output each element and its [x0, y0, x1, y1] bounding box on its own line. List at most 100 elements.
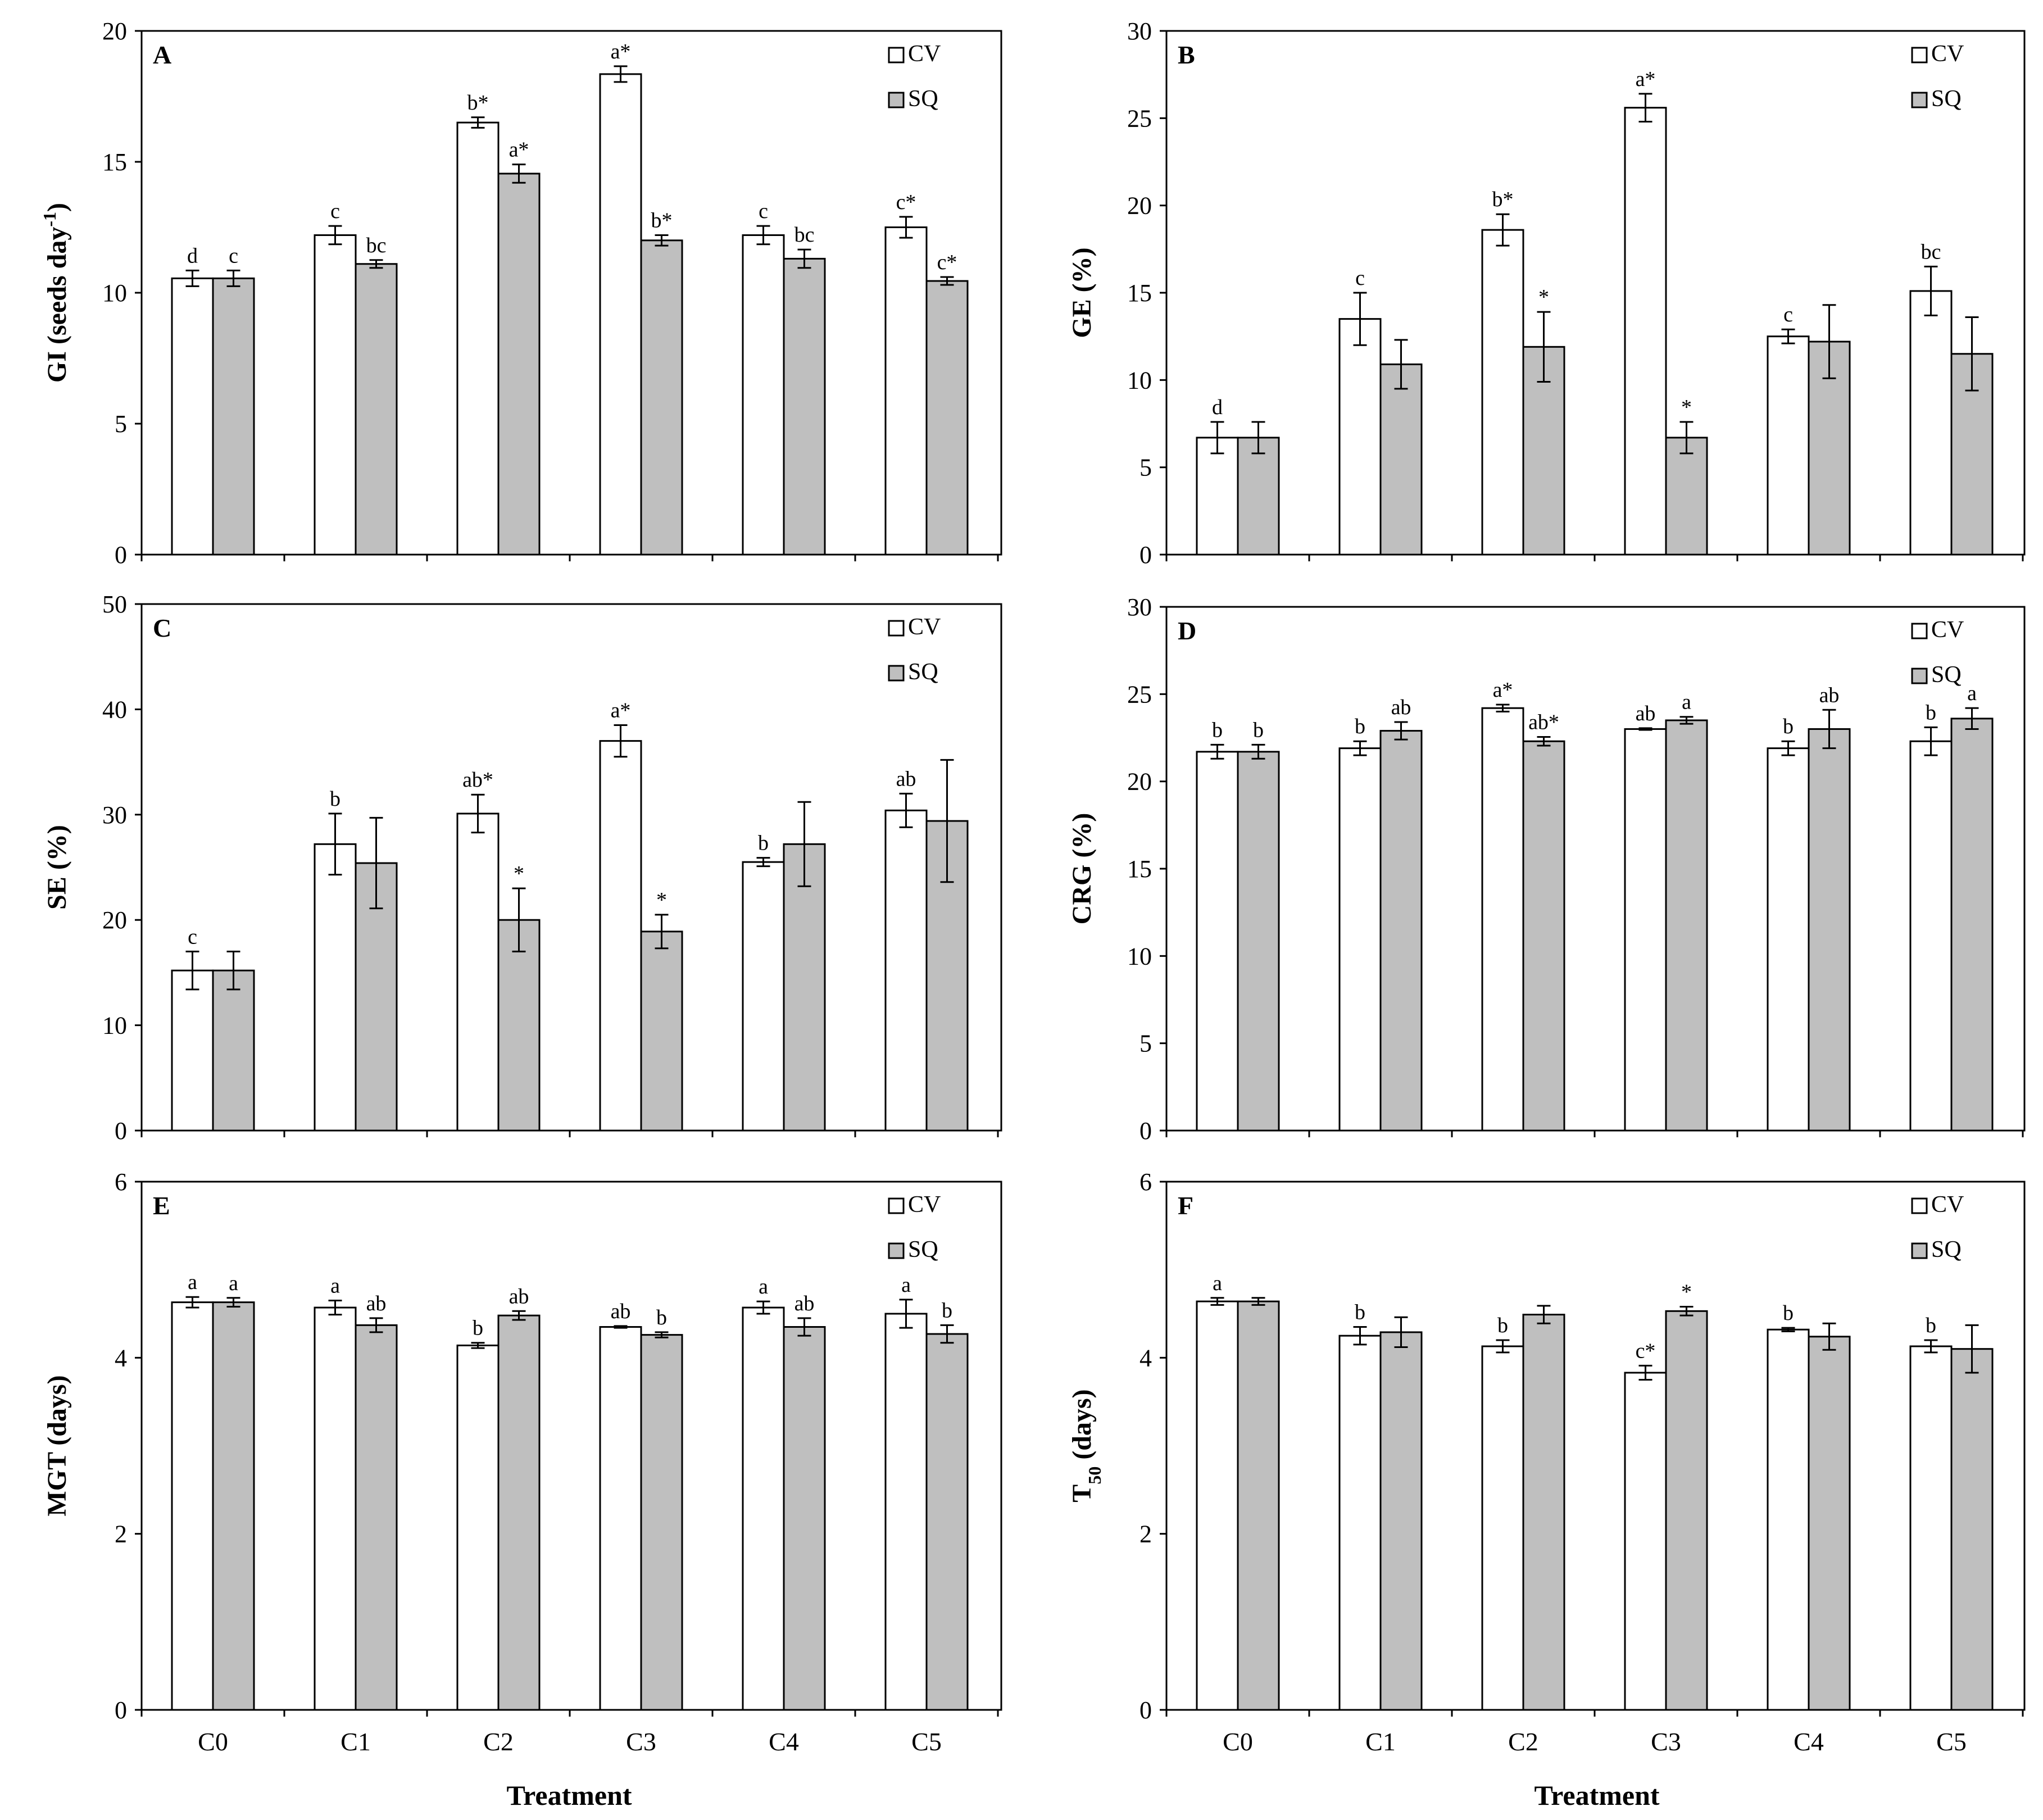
legend-label-cv: CV — [1931, 617, 1964, 643]
legend-swatch-cv — [888, 1197, 905, 1214]
significance-label: * — [1681, 1280, 1692, 1304]
significance-label: b — [1253, 718, 1264, 742]
panel-label: C — [153, 614, 171, 642]
bar-sq-c2 — [1522, 740, 1565, 1132]
significance-label: b — [1497, 1314, 1508, 1337]
y-tick-label: 0 — [1139, 541, 1152, 569]
bar-cv-c5 — [1909, 290, 1953, 556]
significance-label: ab* — [462, 768, 493, 792]
legend-swatch-sq — [1911, 1242, 1928, 1259]
bar-sq-c5 — [925, 280, 969, 556]
x-tick-label-c1: C1 — [1365, 1727, 1396, 1756]
bar-cv-c4 — [1767, 335, 1810, 556]
panel-F: a b b c* b b * 0 2 4 6 C0 C1 C2 C3 C4 C5 F CV SQ T50 (days) — [1067, 1168, 2026, 1756]
bar-cv-c2 — [1481, 1345, 1524, 1711]
significance-label: a* — [611, 40, 631, 63]
bar-cv-c5 — [884, 809, 928, 1132]
plot-frame — [1165, 1181, 2026, 1711]
significance-label: b — [656, 1306, 667, 1329]
bar-cv-c2 — [1481, 229, 1524, 556]
plot-frame — [140, 1181, 1002, 1711]
significance-label: d — [187, 244, 198, 267]
significance-label: a* — [611, 699, 631, 723]
y-axis-title: GI (seeds day-1) — [39, 203, 72, 383]
significance-label: b — [1783, 715, 1794, 738]
legend-swatch-cv — [1911, 623, 1928, 639]
bar-cv-c0 — [171, 277, 214, 556]
y-tick-label: 15 — [102, 148, 127, 176]
y-tick-label: 0 — [1139, 1696, 1152, 1724]
significance-label: c* — [1636, 1339, 1656, 1363]
significance-label: bc — [1921, 240, 1941, 264]
x-tick-label-c5: C5 — [911, 1727, 942, 1756]
bar-sq-c0 — [1237, 751, 1280, 1132]
significance-label: a — [330, 1274, 340, 1298]
legend-label-cv: CV — [908, 614, 941, 640]
legend-label-sq: SQ — [1931, 662, 1962, 688]
bar-cv-c5 — [884, 1313, 928, 1711]
bar-cv-c1 — [1338, 318, 1382, 556]
bar-cv-c3 — [1624, 107, 1667, 556]
significance-label: c — [330, 199, 340, 223]
legend-swatch-cv — [888, 47, 905, 63]
significance-label: * — [1681, 396, 1692, 419]
x-tick-label-c5: C5 — [1936, 1727, 1967, 1756]
significance-label: a* — [509, 138, 529, 162]
bar-cv-c3 — [599, 73, 642, 556]
bar-sq-c4 — [1808, 1336, 1851, 1711]
y-tick-label: 20 — [102, 17, 127, 45]
legend-swatch-cv — [1911, 1197, 1928, 1214]
significance-label: b — [473, 1317, 483, 1340]
bar-cv-c3 — [1624, 728, 1667, 1132]
x-tick-label-c3: C3 — [1651, 1727, 1681, 1756]
significance-label: b — [1355, 1301, 1365, 1324]
panel-D: b b a* ab b b b ab ab* a ab a 0 5 10 15 20 25 30 D CV SQ CRG (… — [1067, 593, 2026, 1145]
significance-label: ab — [611, 1300, 631, 1323]
significance-label: b — [1355, 715, 1365, 738]
bar-cv-c2 — [456, 813, 500, 1132]
bar-cv-c4 — [742, 234, 785, 556]
bar-sq-c1 — [1379, 1331, 1423, 1711]
bar-sq-c4 — [783, 843, 826, 1132]
y-tick-label: 20 — [102, 906, 127, 934]
y-tick-label: 50 — [102, 591, 127, 618]
legend-label-cv: CV — [908, 1192, 941, 1218]
bar-cv-c1 — [314, 843, 357, 1132]
significance-label: c* — [896, 190, 916, 214]
x-tick-label-c2: C2 — [483, 1727, 514, 1756]
significance-label: a — [229, 1272, 238, 1295]
bar-cv-c1 — [314, 234, 357, 556]
x-tick-label-c2: C2 — [1508, 1727, 1538, 1756]
bar-cv-c3 — [599, 1326, 642, 1711]
significance-label: ab — [1819, 683, 1840, 707]
significance-label: a — [1213, 1272, 1222, 1295]
significance-label: c — [1783, 303, 1793, 326]
y-tick-label: 6 — [1139, 1168, 1152, 1196]
bar-cv-c1 — [1338, 1335, 1382, 1711]
legend-swatch-cv — [1911, 47, 1928, 63]
y-axis-title: MGT (days) — [42, 1375, 72, 1516]
x-tick-label-c4: C4 — [769, 1727, 799, 1756]
bar-cv-c5 — [884, 226, 928, 556]
bar-sq-c0 — [212, 277, 255, 556]
bar-sq-c3 — [640, 931, 683, 1132]
y-tick-label: 30 — [1127, 593, 1152, 621]
legend-label-sq: SQ — [908, 86, 938, 112]
bar-sq-c4 — [1808, 728, 1851, 1132]
legend-label-sq: SQ — [1931, 1237, 1962, 1263]
legend-label-cv: CV — [1931, 1192, 1964, 1218]
legend-label-sq: SQ — [908, 1237, 938, 1263]
y-tick-label: 30 — [1127, 17, 1152, 45]
significance-label: a* — [1636, 67, 1656, 91]
y-tick-label: 2 — [115, 1521, 127, 1548]
legend-swatch-sq — [1911, 92, 1928, 108]
bar-sq-c0 — [1237, 1300, 1280, 1711]
plot-frame — [1165, 30, 2026, 556]
x-axis-title-right: Treatment — [1534, 1780, 1659, 1811]
bar-sq-c4 — [783, 1326, 826, 1711]
bar-sq-c1 — [355, 263, 398, 556]
significance-label: b* — [1492, 188, 1514, 211]
legend-swatch-sq — [888, 92, 905, 108]
